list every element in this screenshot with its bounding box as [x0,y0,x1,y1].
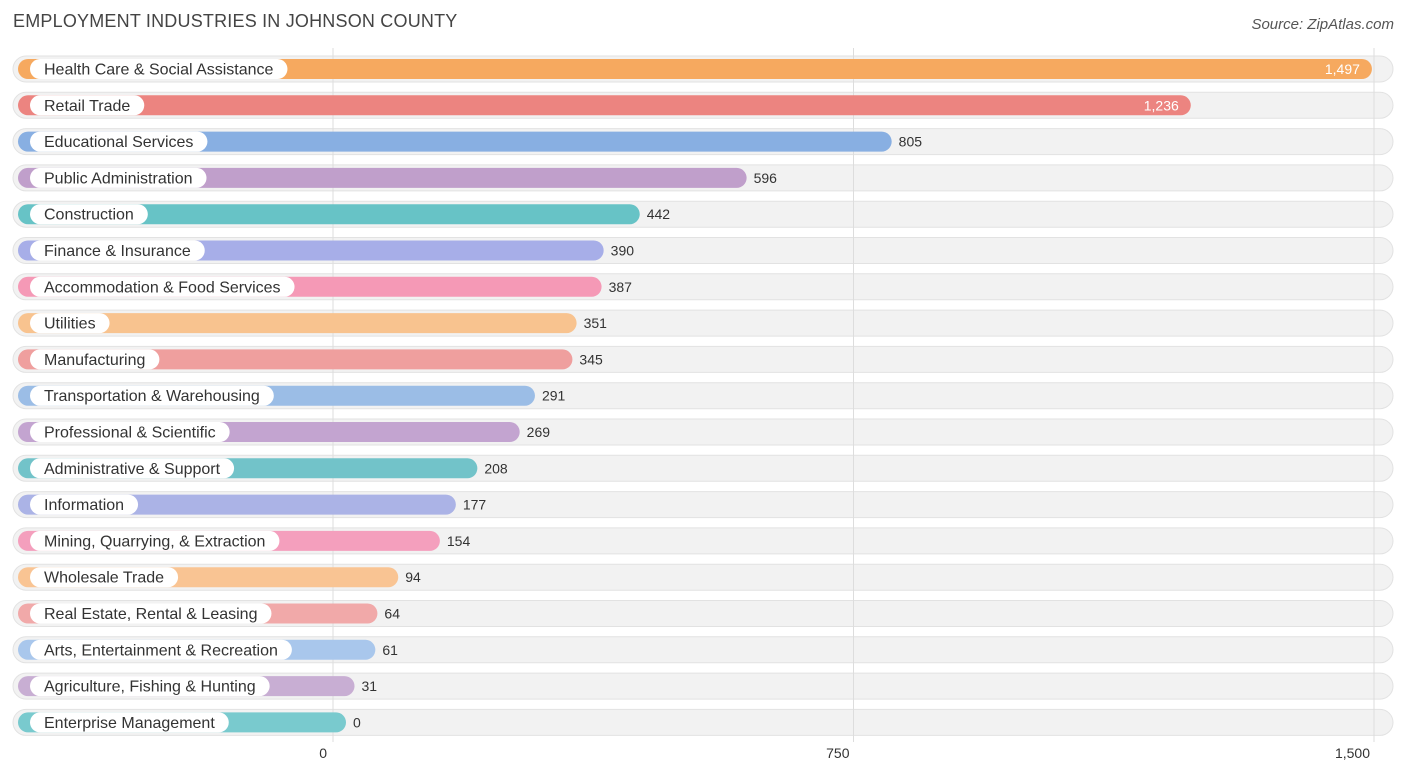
value-label: 345 [579,351,603,367]
value-label: 64 [384,606,400,622]
category-label: Retail Trade [44,98,130,115]
category-label-pill [30,167,207,188]
category-label: Professional & Scientific [44,425,216,442]
category-label: Construction [44,207,134,224]
category-label-pill [30,313,110,334]
category-label-pill [30,567,179,588]
category-label-pill [30,385,274,406]
category-label-pill [30,240,205,261]
category-label: Transportation & Warehousing [44,388,260,405]
value-label: 390 [611,243,635,259]
category-label: Enterprise Management [44,715,215,732]
category-label-pill [30,204,148,225]
category-label-pill [30,458,235,479]
bar[interactable] [18,131,892,152]
category-label: Agriculture, Fishing & Hunting [44,679,256,696]
category-label: Health Care & Social Assistance [44,62,274,79]
value-label: 442 [647,206,671,222]
value-label: 596 [754,170,778,186]
value-label: 269 [527,424,551,440]
category-label: Finance & Insurance [44,243,191,260]
bar[interactable] [18,204,640,225]
value-label: 1,236 [1144,97,1179,113]
category-label-pill [30,494,139,515]
category-label: Public Administration [44,170,193,187]
value-label: 31 [362,678,378,694]
value-label: 291 [542,388,566,404]
x-tick-label: 1,500 [1335,745,1370,761]
row-background [12,672,1394,700]
x-tick-label: 750 [826,745,850,761]
category-label-pill [30,349,160,370]
category-label-pill [30,422,230,442]
category-label-pill [30,59,288,79]
value-label: 1,497 [1325,61,1360,77]
value-label: 387 [609,279,633,295]
bar[interactable] [18,59,1372,79]
value-label: 351 [584,315,608,331]
category-label: Wholesale Trade [44,570,164,587]
category-label: Utilities [44,316,96,333]
category-label-pill [30,676,270,697]
value-label: 154 [447,533,471,549]
value-label: 208 [484,460,508,476]
value-label: 94 [405,569,421,585]
source-note: Source: ZipAtlas.com [1251,16,1394,33]
category-label: Arts, Entertainment & Recreation [44,642,278,659]
category-label-pill [30,639,292,660]
category-label-pill [30,95,145,116]
value-label: 61 [382,642,398,658]
category-label-pill [30,276,295,297]
category-label: Manufacturing [44,352,145,369]
value-label: 805 [899,134,923,150]
value-label: 177 [463,497,487,513]
bar[interactable] [18,95,1191,116]
category-label: Real Estate, Rental & Leasing [44,606,257,623]
category-label: Administrative & Support [44,461,221,478]
category-label: Accommodation & Food Services [44,279,281,296]
category-label-pill [30,712,229,733]
category-label: Educational Services [44,134,193,151]
x-tick-label: 0 [319,745,327,761]
category-label: Mining, Quarrying, & Extraction [44,533,265,550]
row-background [12,708,1394,736]
value-label: 0 [353,714,361,730]
category-label: Information [44,497,124,514]
chart-title: EMPLOYMENT INDUSTRIES IN JOHNSON COUNTY [13,11,458,31]
category-label-pill [30,131,208,152]
category-label-pill [30,603,272,624]
bar[interactable] [18,313,577,334]
category-label-pill [30,530,280,551]
